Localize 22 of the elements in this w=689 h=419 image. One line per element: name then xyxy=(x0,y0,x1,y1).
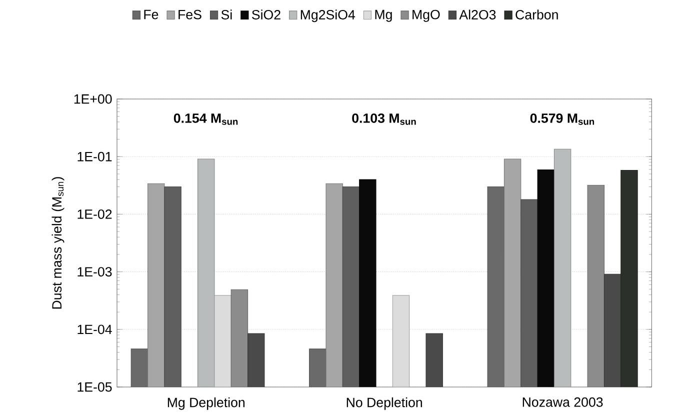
legend-label: MgO xyxy=(412,10,440,22)
y-tick-label: 1E-03 xyxy=(78,267,112,277)
text: 0.579 M$_{sun}$ xyxy=(530,113,594,125)
y-axis-title: Dust mass yield (M$_{sun}$) xyxy=(52,177,64,309)
legend-label: FeS xyxy=(178,10,202,20)
text: 0.103 M$_{sun}$ xyxy=(352,113,416,125)
y-tick-label: 1E+00 xyxy=(74,94,112,104)
legend-label: Fe xyxy=(144,10,158,20)
text: 0.154 M$_{sun}$ xyxy=(174,113,238,125)
legend-label: SiO2 xyxy=(252,10,280,20)
legend-label: Mg xyxy=(375,10,392,22)
y-tick-label: 1E-02 xyxy=(78,209,112,219)
legend-label: Si xyxy=(221,10,232,20)
y-tick-label: 1E-05 xyxy=(78,382,112,392)
legend-label: Carbon xyxy=(516,10,558,20)
legend-label: Al2O3 xyxy=(459,10,496,20)
legend-label: Mg2SiO4 xyxy=(300,10,356,22)
y-tick-label: 1E-01 xyxy=(78,152,112,162)
x-tick-label: No Depletion xyxy=(346,397,422,410)
x-tick-label: Nozawa 2003 xyxy=(522,397,603,407)
x-tick-label: Mg Depletion xyxy=(168,397,244,410)
y-tick-label: 1E-04 xyxy=(78,324,112,334)
